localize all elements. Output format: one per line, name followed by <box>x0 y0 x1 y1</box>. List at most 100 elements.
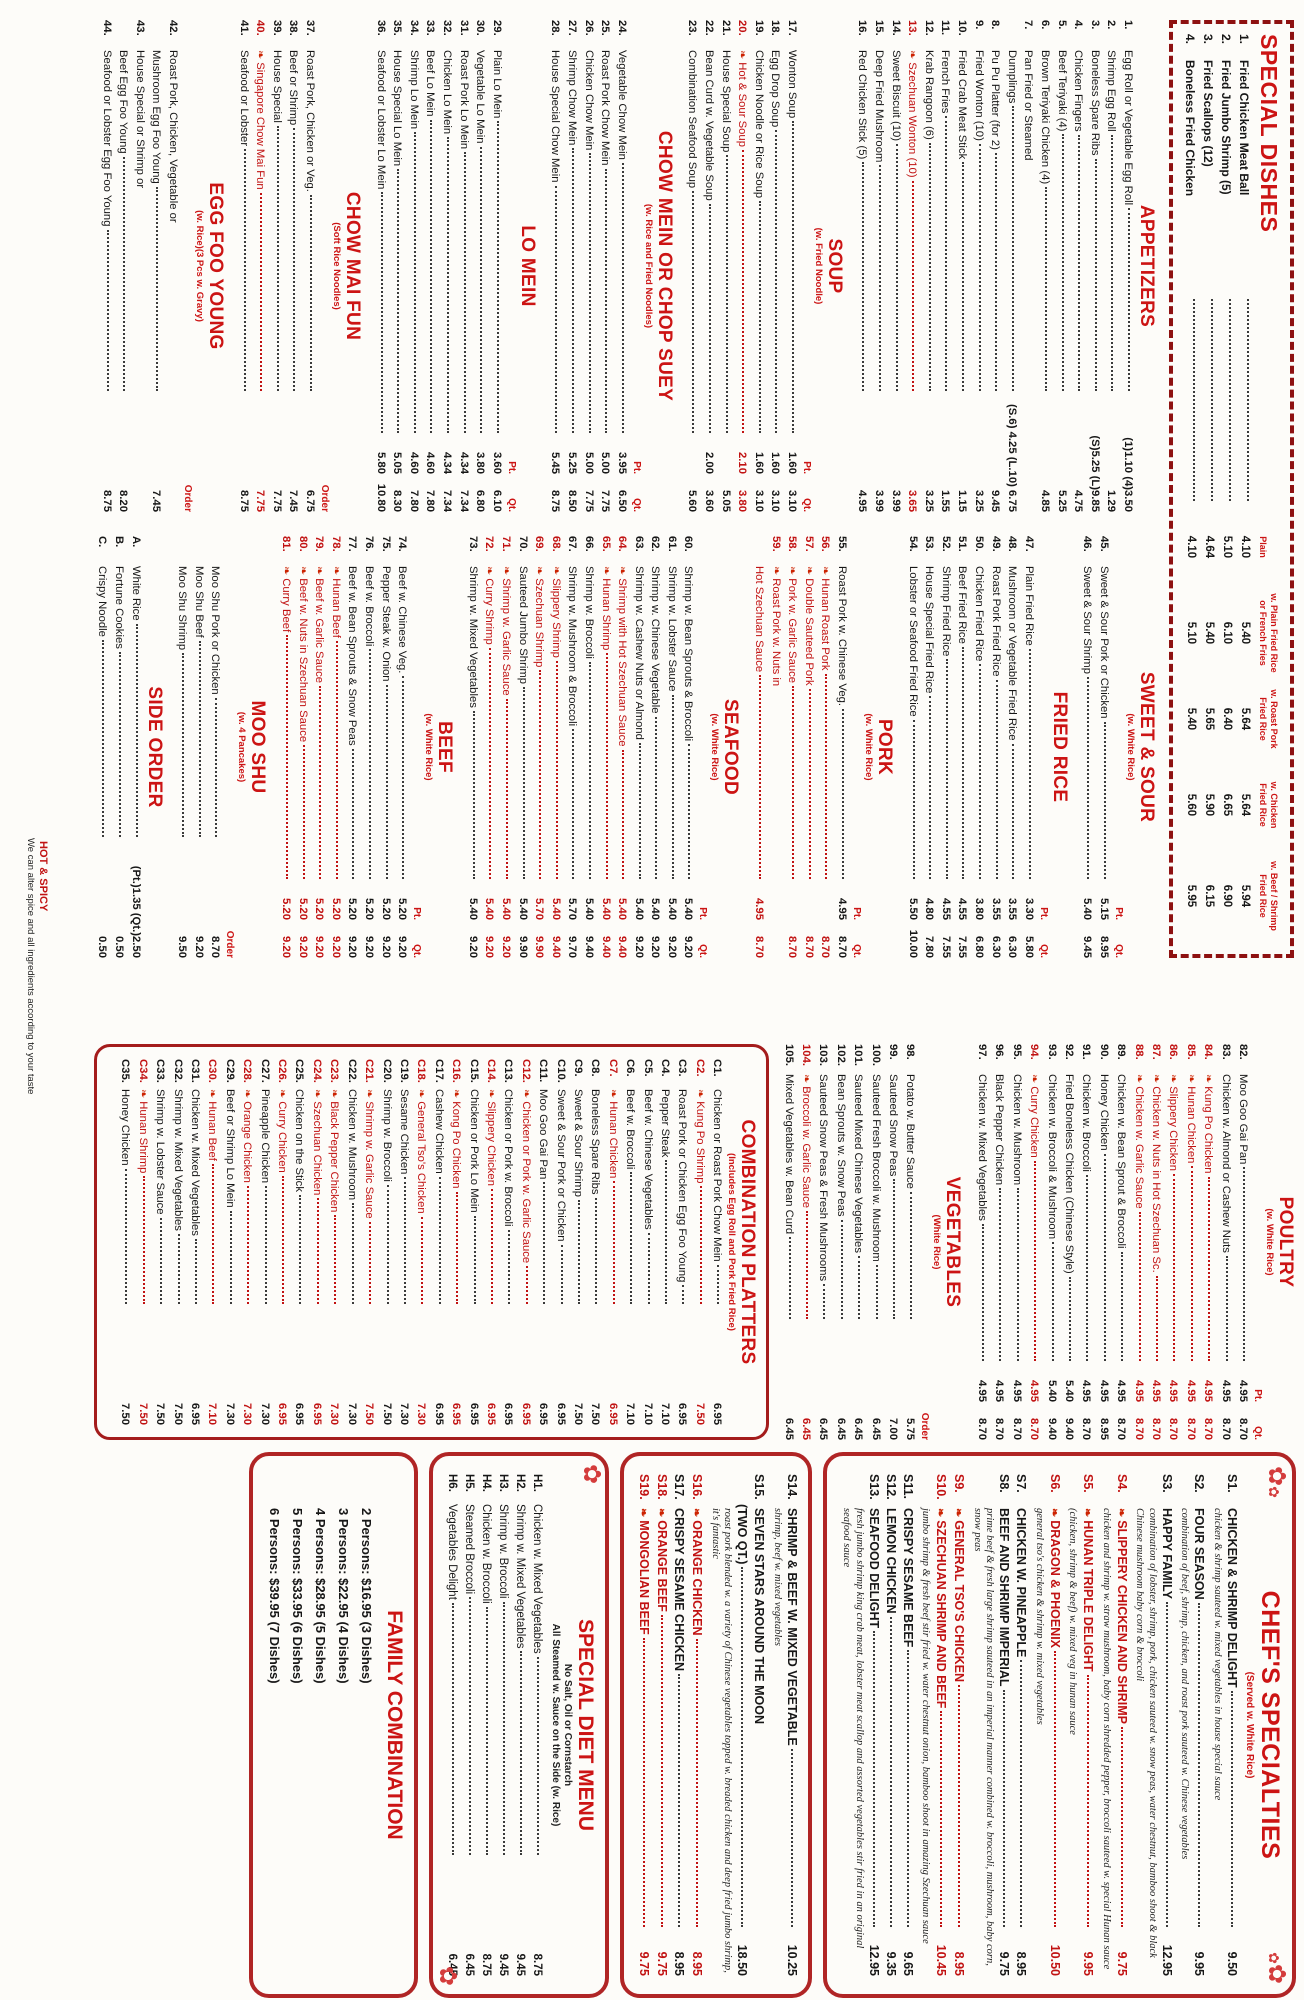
menu-item-row: 77. Beef w. Bean Sprouts & Snow Peas 5.20 9… <box>344 536 361 958</box>
item-price: 6.45 <box>782 1418 795 1440</box>
item-price-qt: 3.10 <box>752 490 765 512</box>
menu-item-row: 2. Shrimp Egg Roll 1.29 <box>1103 20 1120 512</box>
item-price-qt: 8.95 <box>1097 1418 1110 1440</box>
item-price-pt: 5.40 <box>649 898 662 920</box>
leader-dots <box>1020 1660 1023 1927</box>
item-number: 94. <box>1028 1044 1041 1060</box>
chili-icon: ❧ <box>1184 1074 1197 1084</box>
item-number: 71. <box>499 536 512 552</box>
item-price: 5.90 <box>1203 793 1215 817</box>
leader-dots <box>1068 1276 1071 1361</box>
item-name: Chicken Fingers <box>1072 50 1085 132</box>
item-price-qt: 8.70 <box>1132 1418 1145 1440</box>
item-description: (chicken, shrimp & beef) w. mixed veg in… <box>1067 1508 1079 1735</box>
item-price-pt: 1.60 <box>752 452 765 474</box>
item-number: 10. <box>956 20 969 36</box>
flower-icon: ✿✿ <box>1263 1952 1290 1984</box>
item-name: Curry Shrimp <box>483 578 496 645</box>
item-price: 1.29 <box>1105 490 1118 512</box>
leader-dots <box>742 150 745 433</box>
menu-item-row: C14. ❧ Slippery Chicken 6.95 <box>482 1059 499 1425</box>
item-price-qt: 3.80 <box>736 490 749 512</box>
menu-item-row: 44. Seafood or Lobster Egg Foo Young 8.75 <box>98 20 115 512</box>
leader-dots <box>123 156 126 391</box>
price-col-headers: Pt. Qt. <box>850 536 862 958</box>
item-name: French Fries <box>939 50 952 114</box>
item-price: 5.64 <box>1239 793 1251 817</box>
item-price: 6.95 <box>189 1403 202 1425</box>
leader-dots <box>177 1233 180 1304</box>
item-name: Roast Pork w. Chinese Veg. <box>836 566 849 707</box>
chef-item-row: S17. CRISPY SESAME CHICKEN 8.95 <box>671 1474 688 1976</box>
menu-item-row: 79. ❧ Beef w. Garlic Sauce 5.20 9.20 <box>311 536 328 958</box>
item-price-pt: 5.40 <box>483 898 496 920</box>
leader-dots <box>1078 134 1081 391</box>
leader-dots <box>316 1198 319 1304</box>
item-name: Double Sauteed Pork <box>802 578 815 686</box>
item-price-qt: 8.70 <box>1237 1418 1249 1440</box>
leader-dots <box>1121 1726 1123 1927</box>
item-name: Boneless Fried Chicken <box>1183 60 1197 197</box>
leader-dots <box>638 742 641 879</box>
item-price-qt: 8.95 <box>1098 936 1110 958</box>
item-name: Moo Shu Pork or Chicken <box>209 566 222 695</box>
menu-item-row: 54. Lobster or Seafood Fried Rice 5.50 10.0… <box>904 536 921 958</box>
menu-item-row: 84. ❧ Kung Po Chicken 4.95 8.70 <box>1199 1044 1216 1440</box>
menu-item-row: 70. Sauteed Jumbo Shrimp 5.40 9.90 <box>514 536 531 958</box>
menu-columns: APPETIZERS 1. Egg Roll or Vegetable Egg Ro… <box>85 20 1157 958</box>
leader-dots <box>421 1216 424 1304</box>
item-name: Broccoli w. Garlic Sauce <box>800 1086 813 1209</box>
item-name: DRAGON & PHOENIX <box>1048 1520 1062 1649</box>
chili-icon: ❧ <box>1048 1508 1060 1518</box>
price-col-label: Pt. <box>1252 1389 1263 1402</box>
item-name: ORANGE BEEF <box>655 1520 670 1612</box>
item-number: S6. <box>1048 1474 1062 1493</box>
item-price: 5.10 <box>1185 621 1197 645</box>
section-title: CHOW MEIN OR CHOP SUEY <box>653 130 675 402</box>
section-title: POULTRY <box>1275 1196 1296 1288</box>
menu-section: BEEF (w. White Rice) Pt. Qt. 74. Beef w. Chin… <box>277 536 455 958</box>
item-name: Chicken w. Broccoli & Mushroom <box>1045 1074 1058 1240</box>
price-col-label: Pt. <box>851 907 863 920</box>
leader-dots <box>929 696 932 879</box>
leader-dots <box>229 1210 232 1304</box>
item-price-qt: 6.80 <box>973 936 986 958</box>
menu-item-row: 16. Red Chicken Stick (5) 4.95 <box>854 20 871 512</box>
item-price: 6.95 <box>276 1403 289 1425</box>
item-price-pt: 4.95 <box>1010 1380 1023 1402</box>
item-price: 6.40 <box>1221 707 1233 731</box>
item-name: Shrimp w. Mushroom & Broccoli <box>566 566 579 727</box>
item-price-qt: 9.20 <box>363 936 375 958</box>
item-price-pt: 5.45 <box>549 452 562 474</box>
leader-dots <box>1138 1211 1141 1361</box>
chili-icon: ❧ <box>276 1089 289 1099</box>
leader-dots <box>1087 677 1090 879</box>
chili-icon: ❧ <box>206 1089 219 1099</box>
item-number: S16. <box>690 1474 705 1500</box>
item-name: Hunan Shrimp <box>136 1101 149 1174</box>
chef-item-row: S7. CHICKEN W. PINEAPPLE 8.95 <box>1013 1474 1030 1976</box>
menu-item-row: 41. Seafood or Lobster 8.75 <box>235 20 252 512</box>
item-number: C7. <box>606 1059 619 1077</box>
item-price-qt: 3.60 <box>702 490 715 512</box>
item-price-pt: 2.00 <box>702 452 715 474</box>
menu-item-row: H3. Shrimp w. Broccoli 9.45 <box>495 1474 512 1976</box>
leader-dots <box>1211 299 1213 501</box>
leader-dots <box>655 716 658 879</box>
item-name: Chicken w. Broccoli <box>480 1504 493 1604</box>
item-price-qt: 7.34 <box>457 490 470 512</box>
item-price-pt: 5.40 <box>682 898 695 920</box>
chili-icon: ❧ <box>599 566 612 576</box>
item-price-pt: 5.70 <box>533 898 546 920</box>
item-price-qt: 8.70 <box>1219 1418 1232 1440</box>
leader-dots <box>808 688 811 879</box>
leader-dots <box>995 152 998 391</box>
item-price: 6.95 <box>711 1403 724 1425</box>
section-note: (Includes Egg Roll and Pork Fried Rice) <box>726 1153 738 1331</box>
item-name: General Tso's Chicken <box>415 1101 428 1214</box>
leader-dots <box>775 130 778 433</box>
item-price: 5.25 <box>1055 490 1068 512</box>
item-name: House Special Soup <box>719 50 732 153</box>
item-name: Curry Chicken <box>276 1101 289 1173</box>
item-number: 81. <box>280 536 293 552</box>
